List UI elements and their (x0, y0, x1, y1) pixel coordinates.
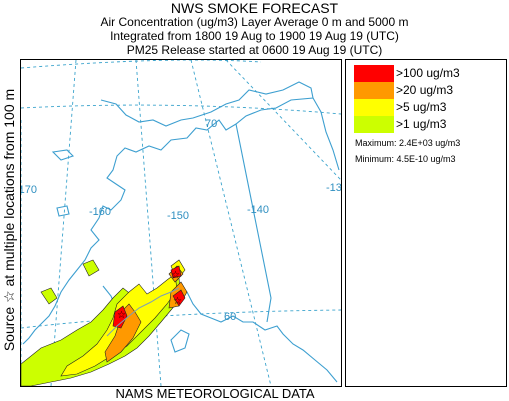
latitude-line-80 (21, 60, 262, 69)
map-canvas: ☆ ☆ ☆ (21, 60, 341, 386)
meridian-line (225, 60, 341, 181)
nunivak-island (56, 205, 70, 217)
chart-title: NWS SMOKE FORECAST (170, 0, 339, 16)
smoke-area-over-100 (170, 265, 182, 279)
legend-swatch (354, 65, 394, 82)
meridian-line (50, 60, 77, 386)
source-marker: ☆ (173, 296, 182, 307)
legend-swatch (354, 82, 394, 99)
grid-label-lon: -160 (89, 206, 112, 218)
grid-label-lat: 70 (205, 118, 218, 130)
subtitle-concentration: Air Concentration (ug/m3) Layer Average … (100, 15, 409, 29)
smoke-area-over-1 (82, 259, 100, 277)
smoke-area-over-100 (172, 289, 186, 307)
smoke-area-over-100 (112, 305, 128, 329)
meridian-line (135, 60, 162, 386)
legend-item: >1 ug/m3 (354, 116, 502, 133)
source-marker: ☆ (117, 310, 126, 321)
legend-panel: >100 ug/m3 >20 ug/m3 >5 ug/m3 >1 ug/m3 M… (345, 59, 507, 387)
smoke-area-over-20 (104, 303, 142, 363)
grid-label-lat: 60 (224, 311, 237, 323)
grid-label-lon: -130 (326, 182, 342, 194)
subtitle-release: PM25 Release started at 0600 19 Aug 19 (… (126, 43, 383, 57)
alaska-coastline (22, 81, 314, 345)
legend-item: >5 ug/m3 (354, 99, 502, 116)
kodiak-island (170, 329, 190, 353)
legend-label: >1 ug/m3 (396, 117, 447, 131)
grid-label-lon: -170 (21, 184, 38, 196)
smoke-area-over-1 (40, 287, 58, 305)
minimum-value: Minimum: 4.5E-10 ug/m3 (355, 154, 456, 164)
grid-label-lon: -140 (247, 204, 270, 216)
legend-swatch (354, 99, 394, 116)
legend-label: >20 ug/m3 (396, 83, 454, 97)
legend-item: >20 ug/m3 (354, 82, 502, 99)
canada-border (235, 123, 272, 323)
legend-label: >100 ug/m3 (396, 66, 460, 80)
meridian-line (190, 60, 272, 386)
coastline-over-plume (106, 287, 180, 337)
legend-item: >100 ug/m3 (354, 65, 502, 82)
map-panel: ☆ ☆ ☆ -170 -160 -150 -140 -130 70 60 (20, 59, 342, 387)
st-lawrence-island (51, 149, 75, 161)
legend-label: >5 ug/m3 (396, 100, 447, 114)
meteorological-data-label: NAMS METEOROLOGICAL DATA (115, 386, 315, 401)
grid-label-lon: -150 (167, 210, 190, 222)
source-marker: ☆ (171, 270, 180, 281)
subtitle-integration: Integrated from 1800 19 Aug to 1900 19 A… (110, 29, 399, 43)
yukon-coast (312, 97, 340, 171)
source-side-label: Source ☆ at multiple locations from 100 … (1, 88, 17, 352)
legend-swatch (354, 116, 394, 133)
maximum-value: Maximum: 2.4E+03 ug/m3 (355, 138, 461, 148)
latitude-line-60 (21, 309, 341, 329)
latitude-line-70 (21, 104, 341, 115)
